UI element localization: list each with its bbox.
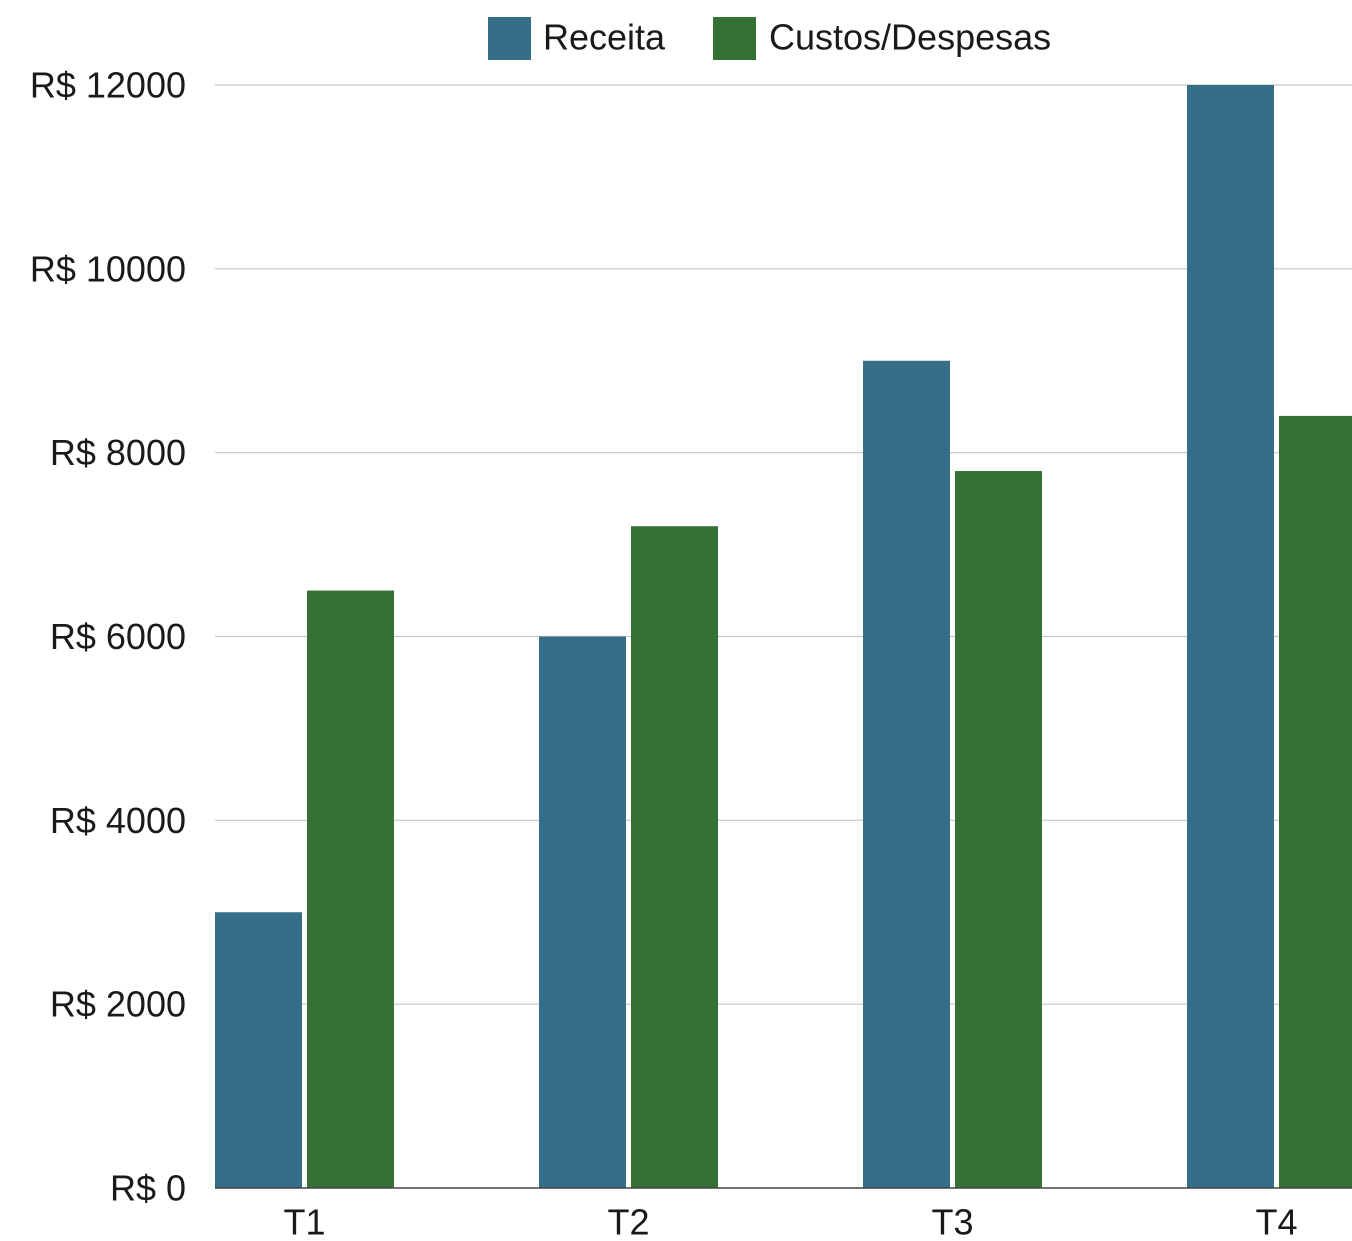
bar-custos-despesas-t4 <box>1279 415 1352 1188</box>
legend-label: Custos/Despesas <box>769 17 1051 58</box>
y-tick-label: R$ 2000 <box>50 984 186 1025</box>
x-tick-label: T3 <box>931 1202 973 1237</box>
legend-item-custos-despesas[interactable]: Custos/Despesas <box>713 17 1051 61</box>
bar-custos-despesas-t3 <box>955 471 1042 1188</box>
y-tick-label: R$ 4000 <box>50 800 186 841</box>
gridlines <box>215 84 1352 1005</box>
bar-custos-despesas-t2 <box>631 526 718 1188</box>
legend-label: Receita <box>543 17 666 58</box>
legend: Receita Custos/Despesas <box>488 17 1051 61</box>
bar-receita-t4 <box>1187 85 1274 1188</box>
axes: R$ 0 R$ 2000 R$ 4000 R$ 6000 R$ 8000 R$ 10000… <box>30 65 1352 1241</box>
y-tick-label: R$ 10000 <box>30 248 186 289</box>
legend-swatch <box>713 17 756 60</box>
y-tick-label: R$ 6000 <box>50 616 186 657</box>
y-tick-label: R$ 0 <box>110 1168 186 1209</box>
x-tick-label: T4 <box>1255 1202 1297 1237</box>
bar-custos-despesas-t1 <box>307 590 394 1188</box>
legend-item-receita[interactable]: Receita <box>488 17 666 61</box>
legend-swatch <box>488 17 531 60</box>
bars <box>215 85 1352 1188</box>
bar-receita-t1 <box>215 912 302 1188</box>
bar-receita-t3 <box>863 360 950 1188</box>
x-tick-label: T1 <box>283 1202 325 1237</box>
bar-receita-t2 <box>539 636 626 1188</box>
y-tick-label: R$ 8000 <box>50 432 186 473</box>
y-tick-label: R$ 12000 <box>30 65 186 106</box>
x-tick-label: T2 <box>607 1202 649 1237</box>
